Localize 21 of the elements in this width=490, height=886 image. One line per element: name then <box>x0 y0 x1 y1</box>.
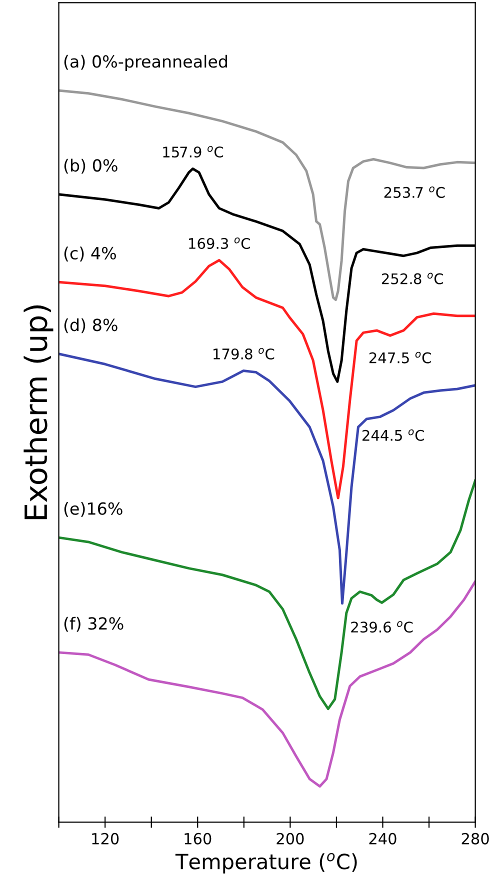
annotation: 179.8 $^{o}$C <box>214 348 274 360</box>
x-tick-label: 160 <box>184 832 212 844</box>
x-tick-label: 200 <box>276 832 304 844</box>
series-label: (a) 0%-preannealed <box>64 54 228 72</box>
annotation: 252.8 $^{o}$C <box>382 272 444 284</box>
x-axis-title: Temperature ($^{o}$C) <box>175 852 357 874</box>
series-label: (c) 4% <box>64 246 116 262</box>
x-tick-label: 120 <box>92 832 119 844</box>
annotation: 239.6 $^{o}$C <box>351 621 413 633</box>
x-tick-label: 240 <box>369 832 396 844</box>
series-label: (e)16% <box>64 502 122 517</box>
series-label: (b) 0% <box>64 158 118 174</box>
annotation: 247.5 $^{o}$C <box>369 352 431 364</box>
series-label: (d) 8% <box>64 318 118 334</box>
annotation: 157.9 $^{o}$C <box>163 146 224 158</box>
annotation: 169.3 $^{o}$C <box>189 237 250 249</box>
x-tick-label: 280 <box>462 832 489 844</box>
y-axis-title: Exotherm (up) <box>24 305 54 520</box>
series-label: (f) 32% <box>64 616 124 632</box>
annotation: 253.7 $^{o}$C <box>384 186 445 198</box>
annotation: 244.5 $^{o}$C <box>362 429 424 441</box>
